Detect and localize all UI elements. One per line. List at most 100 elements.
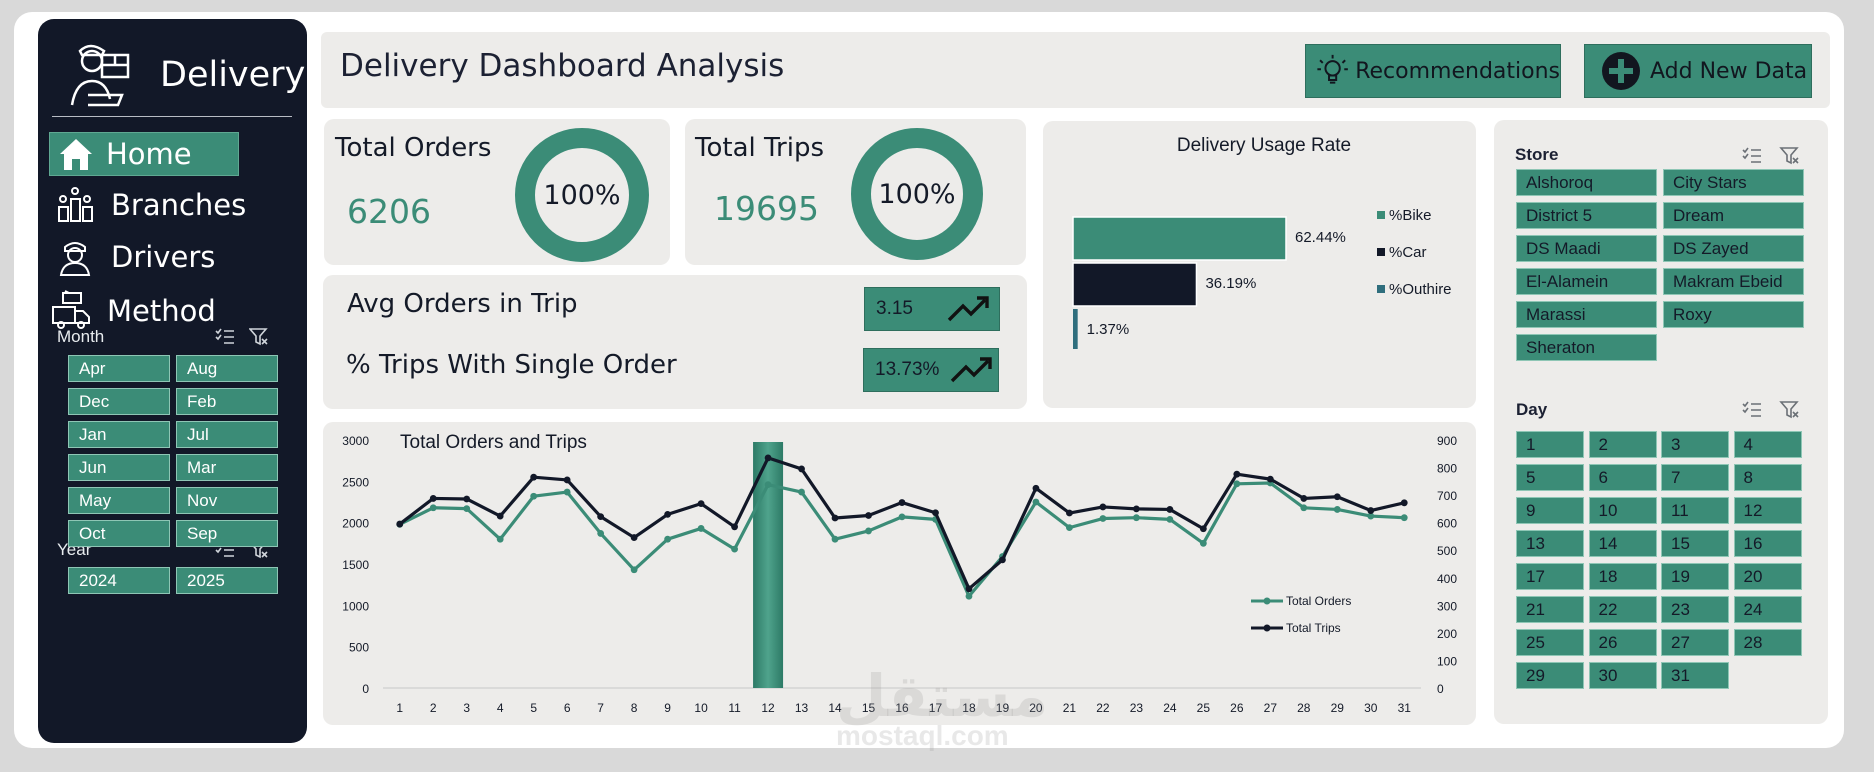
series-point: [1066, 509, 1073, 517]
store-chip[interactable]: District 5: [1516, 202, 1657, 229]
clear-filter-icon[interactable]: [1779, 147, 1801, 165]
day-chip[interactable]: 13: [1516, 530, 1584, 557]
multi-select-icon[interactable]: [1741, 401, 1763, 419]
day-chip[interactable]: 16: [1733, 530, 1802, 557]
nav-label: Method: [107, 294, 216, 328]
store-chip[interactable]: DS Maadi: [1516, 235, 1657, 262]
day-chip[interactable]: 22: [1588, 596, 1657, 623]
series-point: [932, 509, 939, 517]
day-chip[interactable]: 30: [1588, 662, 1657, 689]
day-chip[interactable]: 20: [1733, 563, 1802, 590]
usage-bar-label: 62.44%: [1295, 229, 1346, 246]
month-chip[interactable]: May: [68, 487, 170, 514]
x-tick: 15: [862, 701, 876, 715]
store-chip[interactable]: El-Alamein: [1516, 268, 1657, 295]
month-chip[interactable]: Dec: [68, 388, 170, 415]
day-chip[interactable]: 4: [1733, 431, 1802, 458]
series-point: [1266, 475, 1274, 483]
x-tick: 27: [1264, 701, 1278, 715]
recommendations-button[interactable]: Recommendations: [1305, 44, 1561, 98]
month-slicer-header: Month: [57, 324, 269, 350]
x-tick: 2: [430, 701, 437, 715]
filters-panel: Store Day Alshoroq City Stars District 5 Dr…: [1494, 120, 1828, 724]
month-chip[interactable]: Apr: [68, 355, 170, 382]
day-chip[interactable]: 28: [1733, 629, 1802, 656]
day-chip[interactable]: 10: [1588, 497, 1657, 524]
month-chip[interactable]: Mar: [176, 454, 278, 481]
store-chip[interactable]: Marassi: [1516, 301, 1657, 328]
day-chip[interactable]: 19: [1661, 563, 1729, 590]
month-chip[interactable]: Oct: [68, 520, 170, 547]
series-point: [898, 499, 906, 506]
add-new-data-button[interactable]: Add New Data: [1584, 44, 1812, 98]
add-new-data-label: Add New Data: [1650, 58, 1808, 84]
y-right-tick: 700: [1437, 489, 1457, 503]
series-point: [1333, 493, 1341, 501]
nav-item-branches[interactable]: Branches: [49, 179, 277, 231]
day-chip[interactable]: 8: [1733, 464, 1802, 491]
nav-item-home[interactable]: Home: [49, 132, 239, 176]
day-chip[interactable]: 9: [1516, 497, 1584, 524]
series-point: [1300, 504, 1308, 512]
day-chip[interactable]: 18: [1588, 563, 1657, 590]
store-chip[interactable]: Makram Ebeid: [1663, 268, 1804, 295]
month-chip[interactable]: Feb: [176, 388, 278, 415]
nav-item-method[interactable]: Method: [45, 285, 273, 337]
year-chip[interactable]: 2024: [68, 567, 170, 594]
day-chip[interactable]: 17: [1516, 563, 1584, 590]
page-title: Delivery Dashboard Analysis: [340, 48, 785, 84]
store-chip[interactable]: City Stars: [1663, 169, 1804, 196]
series-point: [798, 465, 805, 473]
multi-select-icon[interactable]: [215, 328, 235, 346]
store-chip[interactable]: Dream: [1663, 202, 1804, 229]
total-trips-label: Total Trips: [695, 133, 825, 163]
series-point: [563, 476, 571, 484]
plus-circle-icon: [1602, 52, 1640, 90]
day-chip[interactable]: 3: [1661, 431, 1729, 458]
month-chip[interactable]: Sep: [176, 520, 278, 547]
month-chip[interactable]: Jul: [176, 421, 278, 448]
series-point: [1166, 515, 1174, 523]
store-chip[interactable]: Alshoroq: [1516, 169, 1657, 196]
day-chip[interactable]: 14: [1588, 530, 1657, 557]
day-chip[interactable]: 5: [1516, 464, 1584, 491]
multi-select-icon[interactable]: [1741, 147, 1763, 165]
month-chip[interactable]: Aug: [176, 355, 278, 382]
day-chip[interactable]: 2: [1588, 431, 1657, 458]
home-icon: [54, 132, 98, 176]
store-chip[interactable]: Sheraton: [1516, 334, 1657, 361]
usage-bar: [1072, 262, 1198, 307]
day-chip[interactable]: 6: [1588, 464, 1657, 491]
x-tick: 13: [795, 701, 809, 715]
avg-orders-box: 3.15: [864, 287, 1000, 331]
store-chip[interactable]: DS Zayed: [1663, 235, 1804, 262]
year-chip[interactable]: 2025: [176, 567, 278, 594]
month-chip[interactable]: Jun: [68, 454, 170, 481]
day-chip[interactable]: 21: [1516, 596, 1584, 623]
month-chip[interactable]: Jan: [68, 421, 170, 448]
month-chip[interactable]: Nov: [176, 487, 278, 514]
day-chip[interactable]: 25: [1516, 629, 1584, 656]
series-point: [999, 556, 1006, 564]
day-chip[interactable]: 24: [1733, 596, 1802, 623]
total-orders-percent: 100%: [543, 179, 621, 211]
store-chip[interactable]: Roxy: [1663, 301, 1804, 328]
legend-label: %Bike: [1389, 207, 1432, 224]
day-chip[interactable]: 15: [1661, 530, 1729, 557]
day-chip[interactable]: 26: [1588, 629, 1657, 656]
series-point: [1132, 505, 1140, 513]
day-chip[interactable]: 23: [1661, 596, 1729, 623]
day-chip[interactable]: 31: [1661, 662, 1729, 689]
day-chip[interactable]: 12: [1733, 497, 1802, 524]
day-chip[interactable]: 1: [1516, 431, 1584, 458]
nav-item-drivers[interactable]: Drivers: [49, 231, 277, 283]
day-chip[interactable]: 29: [1516, 662, 1584, 689]
day-chip[interactable]: 27: [1661, 629, 1729, 656]
x-tick: 31: [1398, 701, 1412, 715]
day-chip[interactable]: 11: [1661, 497, 1729, 524]
legend-marker: [1263, 624, 1271, 632]
clear-filter-icon[interactable]: [1779, 401, 1801, 419]
clear-filter-icon[interactable]: [249, 328, 269, 346]
day-chip[interactable]: 7: [1661, 464, 1729, 491]
y-left-tick: 1500: [342, 558, 369, 572]
